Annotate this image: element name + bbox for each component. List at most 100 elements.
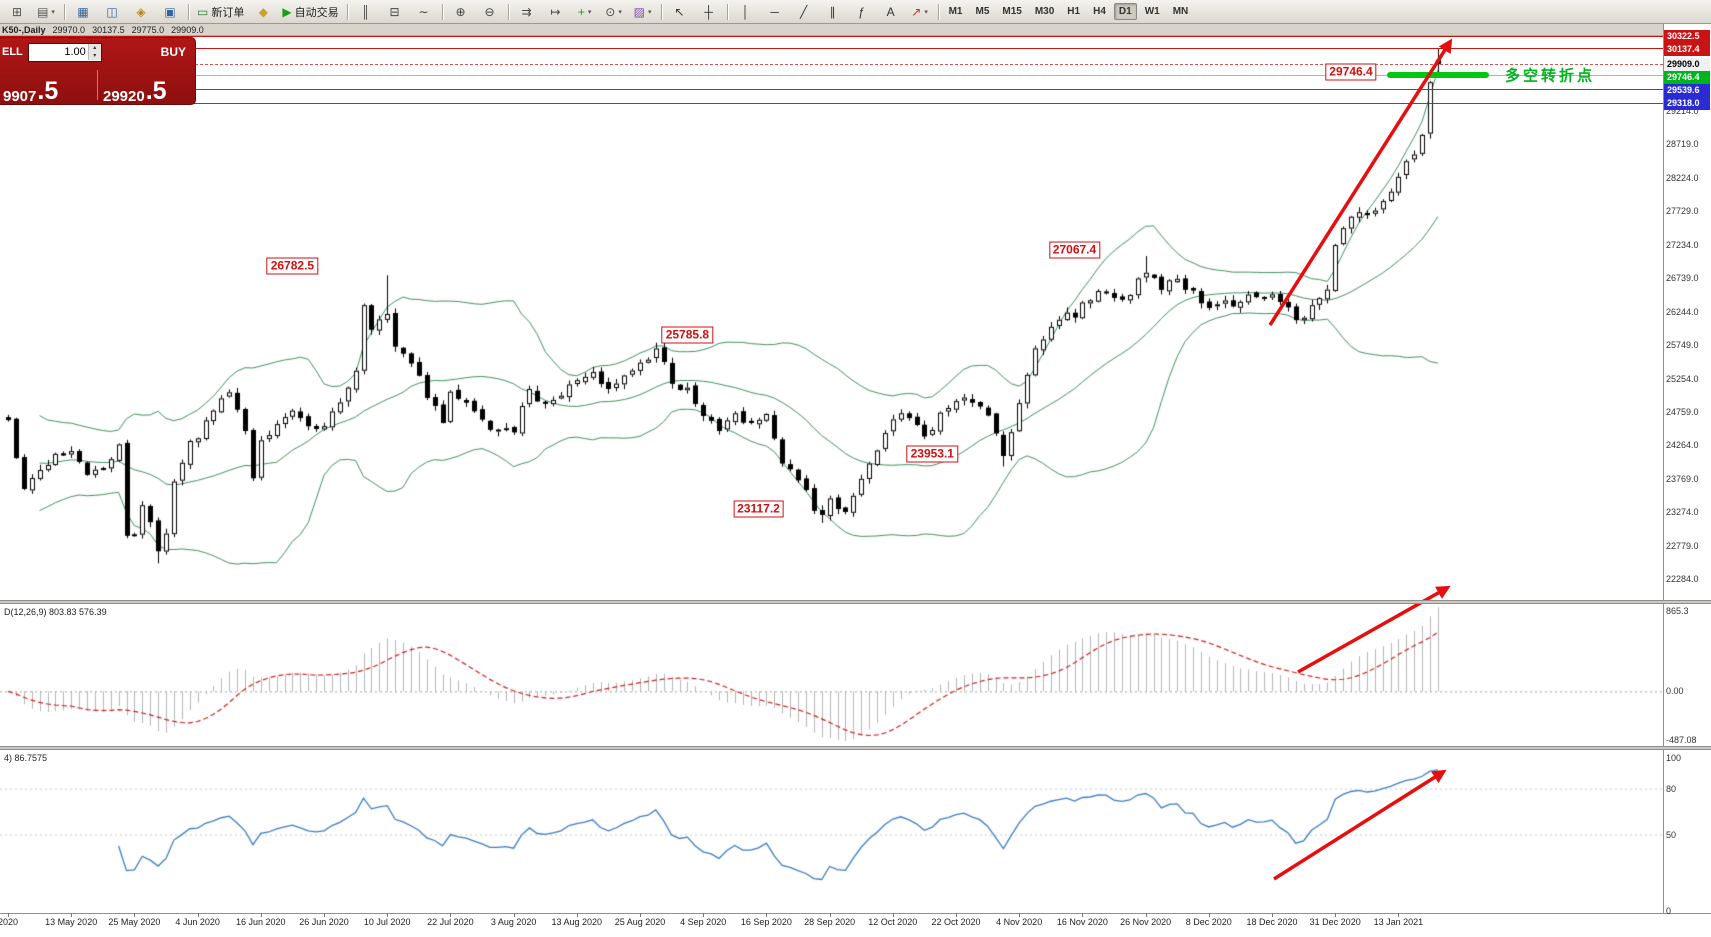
price-tick: 25254.0 bbox=[1666, 373, 1699, 384]
buy-price[interactable]: 29920 .5 bbox=[100, 77, 195, 105]
date-tick bbox=[1208, 913, 1210, 917]
price-axis[interactable] bbox=[1663, 24, 1711, 913]
macd-indicator-label: D(12,26,9) 803.83 576.39 bbox=[4, 607, 107, 617]
price-tick: 26739.0 bbox=[1666, 273, 1699, 284]
rsi-tick-0: 0 bbox=[1666, 906, 1672, 916]
date-tick bbox=[892, 913, 894, 917]
date-label: 28 Sep 2020 bbox=[804, 917, 856, 927]
turning-point-annotation: 多空转折点 bbox=[1505, 67, 1596, 85]
date-tick bbox=[450, 913, 452, 917]
date-tick bbox=[324, 913, 325, 917]
macd-tick-0.00: 0.00 bbox=[1666, 686, 1684, 697]
sell-price-pips: .5 bbox=[37, 77, 59, 105]
date-tick bbox=[1398, 913, 1400, 917]
date-tick bbox=[640, 913, 641, 917]
volume-stepper[interactable]: 1.00 ▴ ▾ bbox=[27, 42, 102, 62]
price-tick: 27729.0 bbox=[1666, 206, 1699, 217]
price-tick: 28224.0 bbox=[1666, 172, 1699, 183]
price-tick: 22779.0 bbox=[1666, 540, 1699, 551]
date-tick bbox=[829, 913, 831, 917]
date-label: 8 Dec 2020 bbox=[1185, 917, 1232, 927]
swing-label-27067.4: 27067.4 bbox=[1048, 241, 1101, 259]
date-label: 31 Dec 2020 bbox=[1309, 917, 1361, 927]
date-label: 4 Nov 2020 bbox=[996, 917, 1043, 927]
buy-price-pips: .5 bbox=[145, 77, 167, 105]
date-label: 26 Jun 2020 bbox=[299, 917, 349, 927]
date-label: 26 Nov 2020 bbox=[1120, 917, 1172, 927]
price-tick: 25749.0 bbox=[1666, 340, 1699, 351]
date-label: 13 Aug 2020 bbox=[551, 917, 603, 927]
date-tick bbox=[387, 913, 389, 917]
time-axis[interactable] bbox=[0, 913, 1711, 937]
date-label: 4 Sep 2020 bbox=[680, 917, 727, 927]
date-tick bbox=[1335, 913, 1337, 917]
date-label: 2020 bbox=[0, 917, 19, 927]
date-tick bbox=[1272, 913, 1273, 917]
date-label: 16 Jun 2020 bbox=[236, 917, 286, 927]
swing-label-26782.5: 26782.5 bbox=[266, 257, 319, 275]
price-tag-30322.5: 30322.5 bbox=[1664, 29, 1710, 43]
date-label: 18 Dec 2020 bbox=[1246, 917, 1298, 927]
rsi-tick-50: 50 bbox=[1666, 829, 1677, 840]
date-tick bbox=[576, 913, 578, 917]
date-label: 10 Jul 2020 bbox=[363, 917, 411, 927]
date-tick bbox=[513, 913, 515, 917]
date-label: 4 Jun 2020 bbox=[175, 917, 220, 927]
price-tick: 24759.0 bbox=[1666, 407, 1699, 418]
date-tick bbox=[197, 913, 199, 917]
price-tag-30137.4: 30137.4 bbox=[1664, 42, 1710, 56]
volume-up-icon[interactable]: ▴ bbox=[88, 44, 101, 52]
date-tick bbox=[134, 913, 136, 917]
price-line-29746.4 bbox=[0, 74, 1663, 76]
panel-resize-handle[interactable] bbox=[0, 746, 1711, 750]
price-tag-29909.0: 29909.0 bbox=[1664, 57, 1710, 71]
price-line-29539.6 bbox=[0, 88, 1663, 90]
price-line-29909 bbox=[0, 63, 1663, 65]
date-tick bbox=[71, 913, 73, 917]
swing-label-23117.2: 23117.2 bbox=[733, 500, 784, 518]
date-tick bbox=[1019, 913, 1021, 917]
date-label: 12 Oct 2020 bbox=[868, 917, 918, 927]
buy-price-main: 29920 bbox=[103, 88, 145, 105]
turning-point-line[interactable] bbox=[1386, 72, 1490, 79]
price-line-29318 bbox=[0, 103, 1663, 105]
date-tick bbox=[1145, 913, 1147, 917]
date-label: 3 Aug 2020 bbox=[490, 917, 537, 927]
date-label: 22 Oct 2020 bbox=[931, 917, 981, 927]
swing-label-23953.1: 23953.1 bbox=[906, 445, 958, 463]
date-label: 22 Jul 2020 bbox=[427, 917, 474, 927]
panel-resize-handle[interactable] bbox=[0, 600, 1711, 604]
date-tick bbox=[8, 913, 9, 917]
volume-down-icon[interactable]: ▾ bbox=[88, 52, 101, 60]
date-label: 13 May 2020 bbox=[45, 917, 98, 927]
macd-tick-865.3: 865.3 bbox=[1666, 606, 1689, 616]
volume-value[interactable]: 1.00 bbox=[64, 46, 86, 58]
date-tick bbox=[260, 913, 262, 917]
rsi-indicator-label: 4) 86.7575 bbox=[4, 753, 48, 763]
date-tick bbox=[1082, 913, 1084, 917]
swing-label-29746.4: 29746.4 bbox=[1325, 63, 1377, 81]
price-tick: 29214.0 bbox=[1666, 106, 1699, 116]
buy-button[interactable]: BUY bbox=[160, 45, 186, 59]
price-tick: 28719.0 bbox=[1666, 139, 1699, 150]
price-line-30137.4 bbox=[0, 48, 1663, 50]
price-line-30322.5 bbox=[0, 35, 1663, 37]
price-tick: 26244.0 bbox=[1666, 306, 1699, 317]
sell-price[interactable]: 9907 .5 bbox=[0, 77, 95, 105]
price-tick: 23274.0 bbox=[1666, 507, 1699, 518]
price-tag-29746.4: 29746.4 bbox=[1664, 70, 1710, 84]
date-tick bbox=[956, 913, 957, 917]
date-label: 13 Jan 2021 bbox=[1373, 917, 1424, 927]
price-tick: 24264.0 bbox=[1666, 440, 1699, 451]
date-label: 16 Nov 2020 bbox=[1056, 917, 1108, 927]
price-tick: 27234.0 bbox=[1666, 239, 1699, 250]
date-label: 16 Sep 2020 bbox=[740, 917, 792, 927]
price-divider bbox=[97, 70, 98, 100]
price-tag-29539.6: 29539.6 bbox=[1664, 83, 1710, 97]
rsi-tick-100: 100 bbox=[1666, 753, 1682, 763]
sell-price-main: 9907 bbox=[3, 88, 37, 105]
one-click-trading-panel: ELL 1.00 ▴ ▾ BUY 9907 .5 29920 .5 bbox=[0, 37, 196, 105]
sell-button[interactable]: ELL bbox=[2, 46, 23, 58]
price-tick: 22284.0 bbox=[1666, 574, 1699, 585]
